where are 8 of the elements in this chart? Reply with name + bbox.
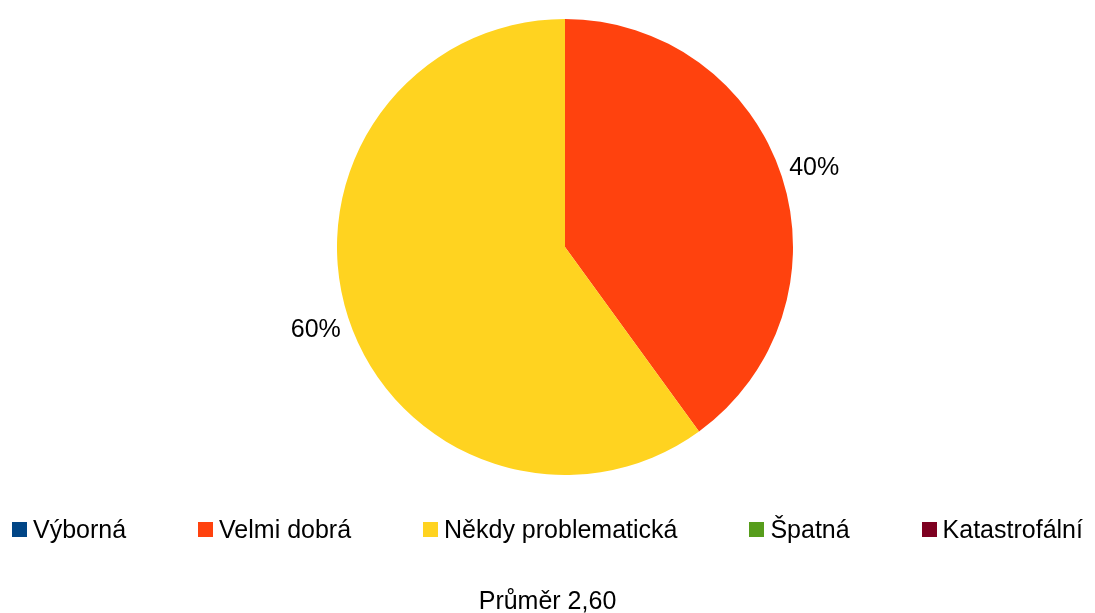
legend-label: Někdy problematická bbox=[444, 514, 678, 544]
data-label: 60% bbox=[290, 313, 341, 342]
legend-label: Velmi dobrá bbox=[219, 514, 352, 544]
legend-label: Špatná bbox=[770, 514, 850, 544]
text: Průměr 2,60 bbox=[477, 586, 618, 613]
data-label: 40% bbox=[789, 152, 840, 181]
legend-label: Výborná bbox=[33, 514, 127, 544]
legend-label: Katastrofální bbox=[942, 514, 1083, 544]
